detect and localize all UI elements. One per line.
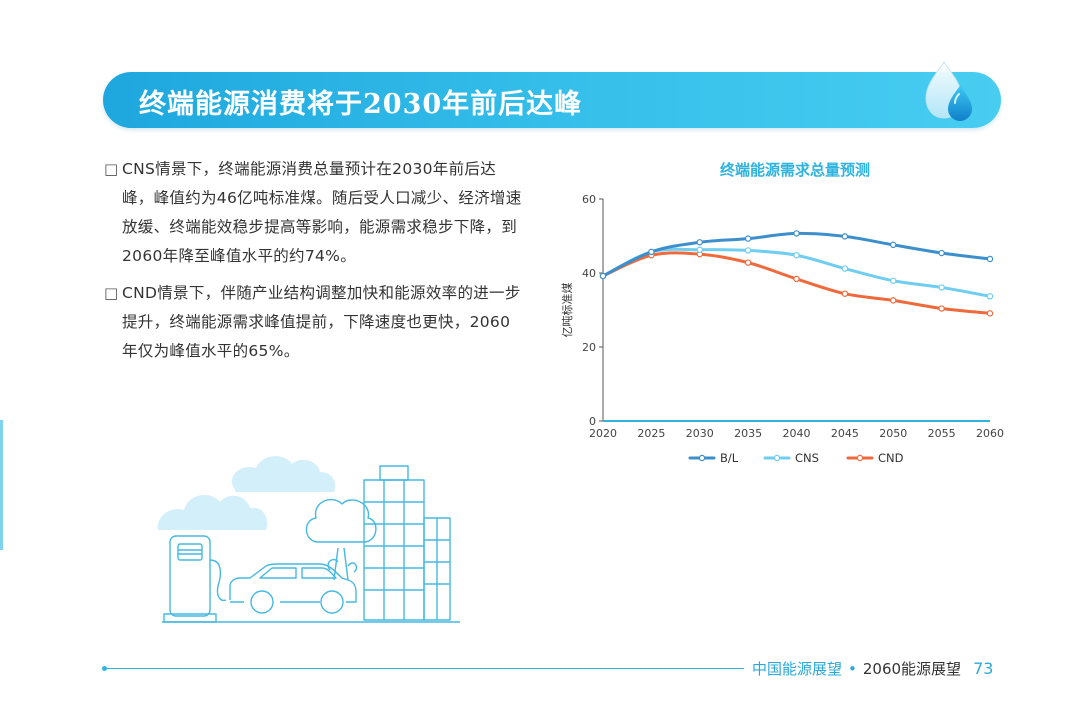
tree-icon <box>305 499 377 581</box>
data-point <box>744 259 752 266</box>
data-point <box>938 305 945 312</box>
legend-marker <box>856 454 864 462</box>
y-axis-label: 亿吨标准煤 <box>560 283 574 338</box>
series-line-cnd <box>601 251 992 315</box>
data-point <box>890 297 897 304</box>
data-point <box>841 290 849 297</box>
x-tick-label: 2025 <box>637 427 665 440</box>
legend-label: CND <box>878 451 904 465</box>
data-point <box>841 265 849 272</box>
legend-marker <box>773 454 781 462</box>
data-point <box>696 246 703 253</box>
x-tick-label: 2050 <box>879 427 907 440</box>
data-point <box>696 239 703 246</box>
data-point <box>890 241 897 249</box>
charging-station-icon <box>163 535 227 623</box>
cloud-icon <box>157 456 336 530</box>
data-point <box>648 248 655 256</box>
data-point <box>986 255 994 263</box>
chart-title: 终端能源需求总量预测 <box>719 161 870 179</box>
x-tick-label: 2030 <box>686 427 714 440</box>
data-point <box>793 230 800 237</box>
legend-label: B/L <box>720 451 739 465</box>
bullet-text: CNS情景下，终端能源消费总量预计在2030年前后达峰，峰值约为46亿吨标准煤。… <box>122 160 522 265</box>
x-tick-label: 2035 <box>734 427 762 440</box>
bullet-marker: □ <box>104 160 119 178</box>
y-tick-label: 0 <box>589 415 596 428</box>
water-drop-icon <box>925 61 972 121</box>
footer-report-name: 中国能源展望 <box>752 660 843 678</box>
y-tick-label: 60 <box>582 193 596 206</box>
bullet-item: □ CNS情景下，终端能源消费总量预计在2030年前后达峰，峰值约为46亿吨标准… <box>104 155 524 271</box>
footer-rule <box>104 668 744 669</box>
data-point <box>744 247 752 254</box>
y-tick-label: 20 <box>582 341 596 354</box>
bullet-list: □ CNS情景下，终端能源消费总量预计在2030年前后达峰，峰值约为46亿吨标准… <box>104 155 524 374</box>
data-point <box>938 284 945 291</box>
car-icon <box>229 563 357 614</box>
data-point <box>599 272 607 280</box>
x-tick-label: 2045 <box>831 427 859 440</box>
footer-separator: • <box>848 660 857 678</box>
data-point <box>986 310 994 317</box>
footer: 中国能源展望 • 2060能源展望 73 <box>752 658 993 679</box>
data-point <box>793 275 800 283</box>
x-tick-label: 2040 <box>783 427 811 440</box>
data-point <box>986 293 994 300</box>
data-point <box>793 252 800 259</box>
title-banner: 终端能源消费将于2030年前后达峰 <box>103 72 1001 128</box>
building-icon <box>162 465 460 623</box>
x-tick-label: 2055 <box>928 427 956 440</box>
bullet-item: □ CND情景下，伴随产业结构调整加快和能源效率的进一步提升，终端能源需求峰值提… <box>104 279 524 366</box>
bullet-marker: □ <box>104 284 119 302</box>
page-title: 终端能源消费将于2030年前后达峰 <box>139 89 583 120</box>
x-tick-label: 2060 <box>976 427 1004 440</box>
footer-section-name: 2060能源展望 <box>862 660 962 678</box>
legend-marker <box>698 454 706 462</box>
x-tick-label: 2020 <box>589 427 617 440</box>
page-edge-accent <box>0 420 3 550</box>
data-point <box>841 233 849 240</box>
bullet-text: CND情景下，伴随产业结构调整加快和能源效率的进一步提升，终端能源需求峰值提前，… <box>122 284 521 360</box>
legend-label: CNS <box>795 451 819 465</box>
ev-charging-city-illustration <box>157 456 460 623</box>
page-number: 73 <box>973 659 994 678</box>
data-point <box>890 277 897 284</box>
data-point <box>744 235 752 242</box>
data-point <box>938 249 945 257</box>
y-tick-label: 40 <box>582 267 596 280</box>
